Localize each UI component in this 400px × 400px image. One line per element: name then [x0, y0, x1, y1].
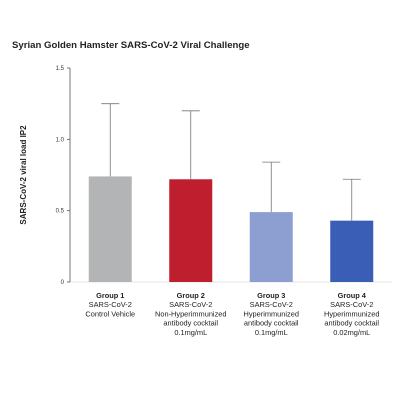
y-tick-label: 0.5 — [56, 209, 65, 215]
y-tick-label: 1.5 — [56, 66, 65, 72]
x-category-label: Hyperimmunized — [244, 309, 299, 318]
x-category-label: Hyperimmunized — [324, 309, 379, 318]
x-category-label: Group 4 — [338, 291, 367, 300]
y-tick-label: 0 — [61, 280, 65, 286]
x-category-label: Group 2 — [177, 291, 205, 300]
y-axis-label: SARS-CoV-2 viral load IP2 — [19, 125, 28, 225]
x-category-label: 0.1mg/mL — [255, 328, 288, 337]
x-category-label: 0.1mg/mL — [174, 328, 207, 337]
y-tick-label: 1.0 — [56, 137, 65, 143]
bar-2 — [169, 179, 213, 282]
x-category-label: SARS-CoV-2 — [250, 300, 293, 309]
x-category-label: antibody cocktail — [244, 319, 299, 328]
x-category-label: antibody cocktail — [324, 319, 379, 328]
x-category-label: antibody cocktail — [163, 319, 218, 328]
x-category-label: SARS-CoV-2 — [169, 300, 212, 309]
chart-title: Syrian Golden Hamster SARS-CoV-2 Viral C… — [12, 40, 250, 51]
x-category-label: Control Vehicle — [85, 309, 135, 318]
bar-1 — [88, 176, 132, 282]
x-category-label: SARS-CoV-2 — [330, 300, 373, 309]
x-category-label: Non-Hyperimmunized — [155, 309, 226, 318]
bar-3 — [249, 212, 293, 282]
x-category-label: 0.02mg/mL — [333, 328, 370, 337]
x-category-label: Group 3 — [257, 291, 285, 300]
x-category-label: Group 1 — [96, 291, 124, 300]
x-category-label: SARS-CoV-2 — [89, 300, 132, 309]
bar-4 — [330, 220, 374, 282]
